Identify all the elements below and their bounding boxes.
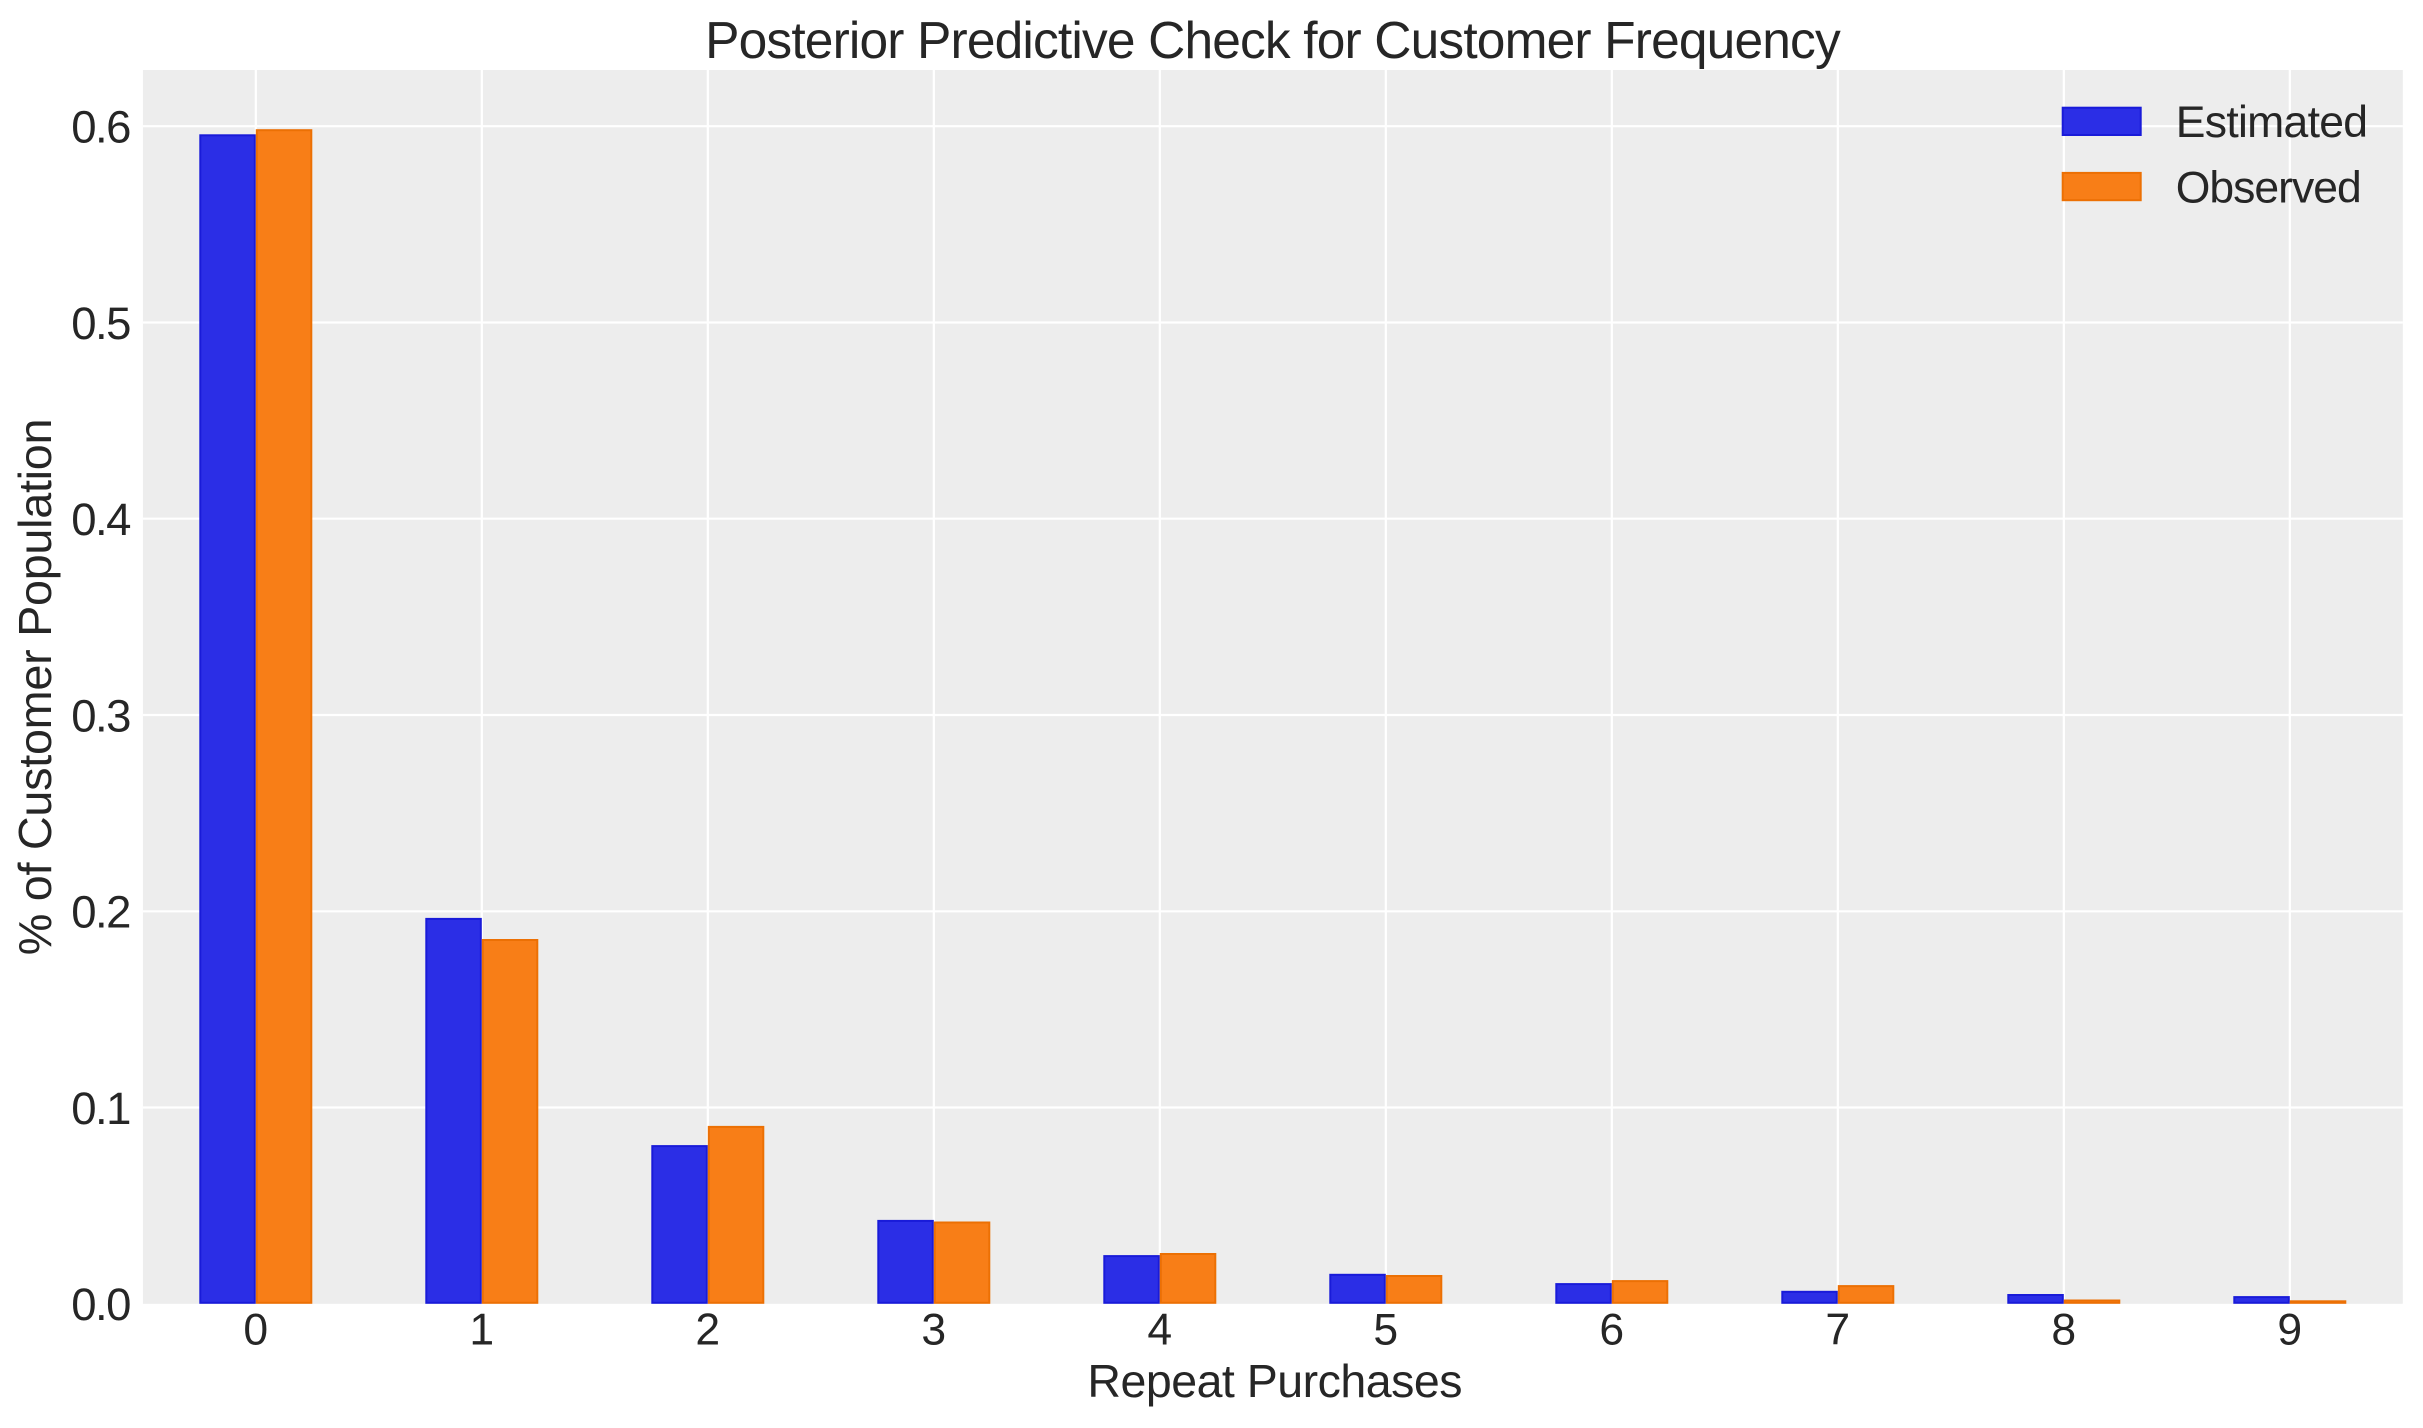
svg-text:0.6: 0.6 <box>71 102 130 153</box>
svg-text:8: 8 <box>2051 1305 2076 1354</box>
svg-text:Estimated: Estimated <box>2176 98 2368 147</box>
svg-text:9: 9 <box>2277 1305 2302 1354</box>
svg-text:Posterior Predictive Check for: Posterior Predictive Check for Customer … <box>705 11 1841 69</box>
svg-text:0: 0 <box>243 1305 268 1354</box>
svg-text:0.5: 0.5 <box>71 298 130 349</box>
svg-text:7: 7 <box>1825 1305 1850 1354</box>
svg-text:0.0: 0.0 <box>71 1279 130 1330</box>
svg-text:Observed: Observed <box>2176 164 2361 213</box>
svg-text:3: 3 <box>921 1305 946 1354</box>
svg-text:5: 5 <box>1373 1305 1398 1354</box>
svg-text:0.3: 0.3 <box>71 690 130 741</box>
svg-text:0.4: 0.4 <box>71 494 130 545</box>
svg-text:% of Customer Population: % of Customer Population <box>9 419 61 955</box>
svg-text:2: 2 <box>695 1305 720 1354</box>
svg-text:6: 6 <box>1599 1305 1624 1354</box>
svg-text:1: 1 <box>469 1305 494 1354</box>
svg-text:0.1: 0.1 <box>71 1083 130 1134</box>
svg-text:0.2: 0.2 <box>71 887 130 938</box>
svg-text:4: 4 <box>1147 1305 1172 1354</box>
svg-text:Repeat Purchases: Repeat Purchases <box>1087 1355 1462 1407</box>
